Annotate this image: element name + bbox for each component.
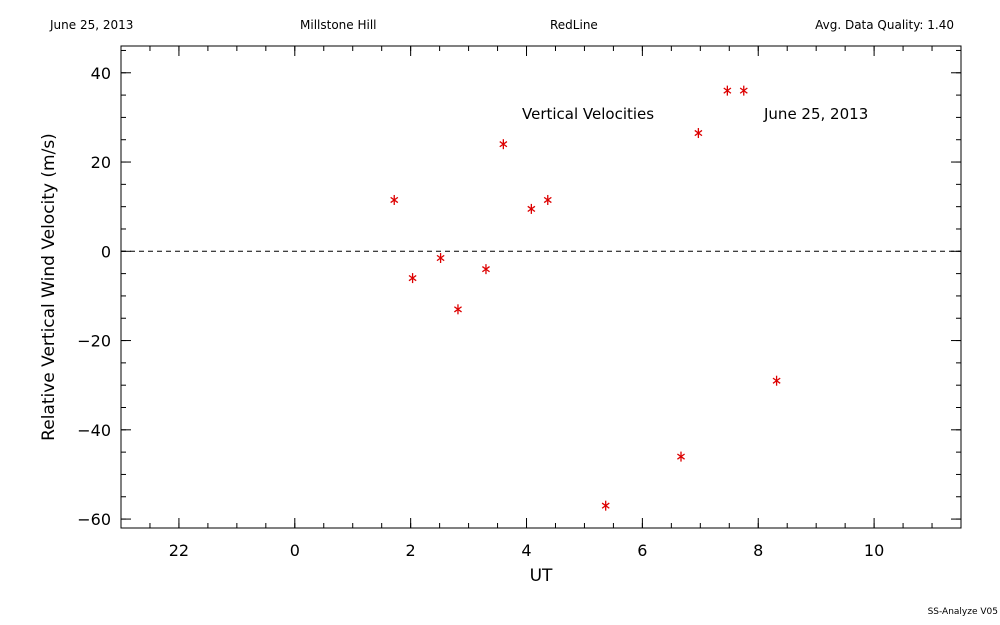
y-tick-label: 0 (101, 242, 111, 261)
data-point-stroke (601, 502, 610, 509)
data-point (543, 194, 552, 205)
y-tick-label: 20 (91, 153, 111, 172)
y-axis-label: Relative Vertical Wind Velocity (m/s) (39, 133, 59, 441)
data-point-stroke (543, 196, 552, 204)
y-tick-label: −20 (77, 332, 111, 351)
data-point-stroke (481, 266, 490, 273)
data-point (723, 85, 732, 96)
header-data-quality: Avg. Data Quality: 1.40 (815, 18, 954, 32)
data-point-stroke (390, 196, 399, 204)
data-points (390, 85, 781, 511)
software-version: SS-Analyze V05 (927, 607, 998, 617)
x-tick-label: 0 (290, 541, 300, 560)
data-point (390, 194, 399, 205)
x-tick-label: 22 (169, 541, 189, 560)
data-point-stroke (527, 205, 536, 213)
data-point (601, 500, 610, 511)
data-point (739, 85, 748, 96)
annotation-title: Vertical Velocities (522, 105, 654, 123)
header-instrument: RedLine (550, 18, 598, 32)
data-point (527, 203, 536, 214)
data-point-stroke (499, 141, 508, 148)
data-point (677, 451, 685, 462)
data-point (772, 375, 781, 386)
data-point (499, 139, 508, 150)
data-point-stroke (453, 306, 462, 313)
x-tick-label: 8 (753, 541, 763, 560)
plot-frame (120, 45, 962, 529)
x-axis-label: UT (530, 566, 553, 586)
y-tick-label: −40 (77, 421, 111, 440)
annotation-date: June 25, 2013 (763, 105, 868, 123)
tick-labels: 22 0 2 4 6 8 10 40 20 0 −20 −40 −60 (77, 64, 884, 560)
data-point (436, 252, 445, 263)
data-point (408, 273, 417, 284)
data-point-stroke (677, 453, 685, 460)
data-point-stroke (436, 254, 445, 262)
data-point (481, 264, 490, 275)
data-point-stroke (408, 274, 417, 282)
data-point (453, 304, 462, 315)
header-date: June 25, 2013 (50, 18, 134, 32)
x-tick-label: 4 (521, 541, 531, 560)
x-tick-label: 6 (637, 541, 647, 560)
x-tick-label: 2 (406, 541, 416, 560)
y-tick-label: −60 (77, 510, 111, 529)
data-point-stroke (723, 87, 732, 94)
data-point (694, 128, 703, 139)
data-point-stroke (694, 129, 703, 137)
header-site: Millstone Hill (300, 18, 377, 32)
x-tick-label: 10 (864, 541, 884, 560)
data-point-stroke (739, 87, 748, 94)
data-point-stroke (772, 377, 781, 384)
y-tick-label: 40 (91, 64, 111, 83)
